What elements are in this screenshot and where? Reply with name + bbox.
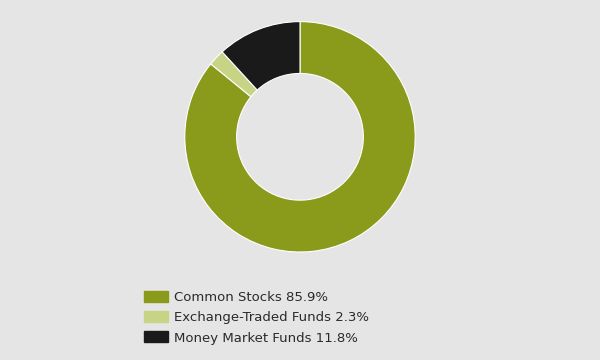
Wedge shape (222, 22, 300, 90)
Legend: Common Stocks 85.9%, Exchange-Traded Funds 2.3%, Money Market Funds 11.8%: Common Stocks 85.9%, Exchange-Traded Fun… (139, 285, 374, 350)
Wedge shape (185, 22, 415, 252)
Wedge shape (211, 52, 257, 97)
